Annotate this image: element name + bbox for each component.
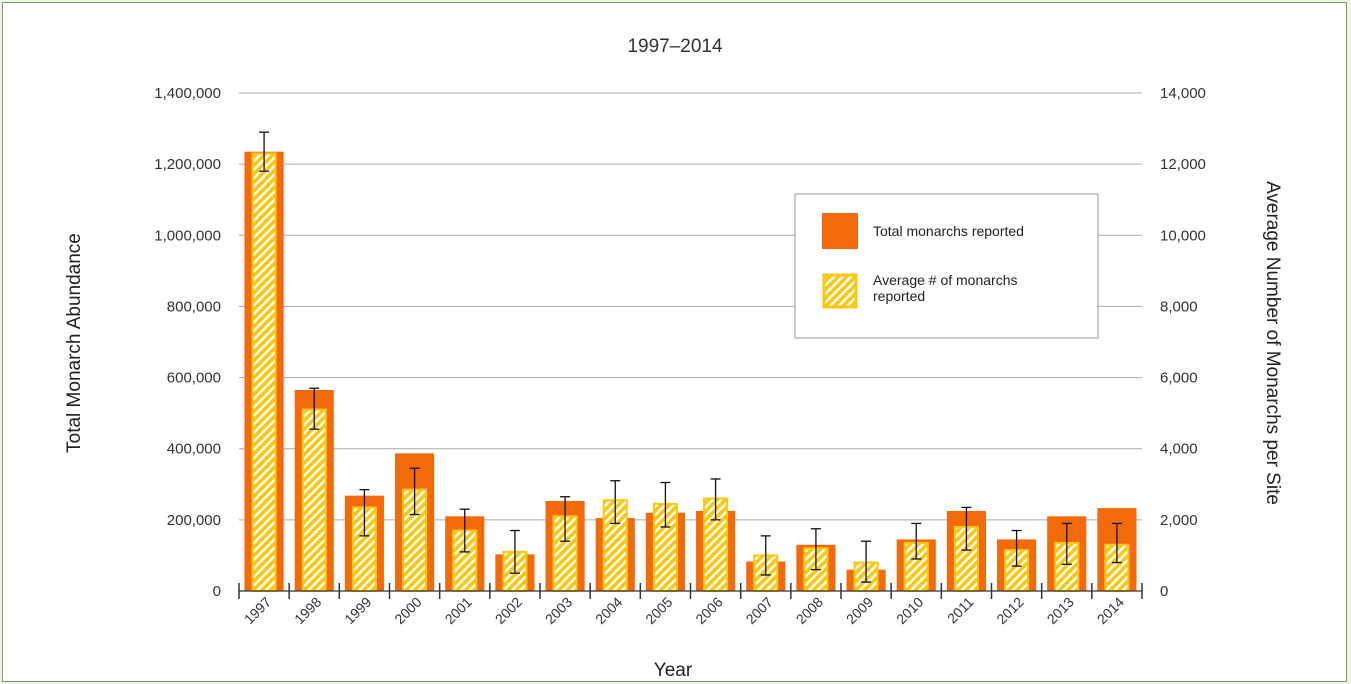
y-tick-label: 400,000 <box>167 441 221 458</box>
gridlines <box>239 92 1142 521</box>
y2-tick-label: 2,000 <box>1160 512 1198 529</box>
x-tick-label: 2009 <box>843 594 876 627</box>
legend-swatch-total <box>822 213 858 249</box>
y-tick-label: 200,000 <box>167 512 221 529</box>
y-tick-label: 1,000,000 <box>154 227 221 244</box>
y-axis-label: Total Monarch Abundance <box>64 233 85 453</box>
y2-tick-label: 14,000 <box>1160 85 1206 102</box>
y2-tick-label: 12,000 <box>1160 156 1206 173</box>
bar-average <box>251 152 277 592</box>
x-tick-label: 2000 <box>391 594 424 627</box>
chart-title: 1997–2014 <box>627 36 723 57</box>
legend-label-total: Total monarchs reported <box>873 223 1024 239</box>
x-tick-label: 2002 <box>492 594 525 627</box>
chart-svg: 1997–2014 0 200,000 400,000 600,000 800,000 1… <box>64 36 1283 681</box>
x-tick-label: 2006 <box>692 594 725 627</box>
bar-average <box>301 408 327 593</box>
x-tick-label: 2014 <box>1094 594 1127 627</box>
x-tick-label: 2003 <box>542 594 575 627</box>
y2-tick-label: 0 <box>1160 583 1168 600</box>
y-tick-label: 1,200,000 <box>154 156 221 173</box>
left-axis-ticks: 0 200,000 400,000 600,000 800,000 1,000,000 1,… <box>154 85 221 600</box>
x-tick-label: 2004 <box>592 594 625 627</box>
legend-label-average-line2: reported <box>873 288 925 304</box>
x-tick-label: 2005 <box>642 594 675 627</box>
x-tick-label: 1999 <box>341 594 374 627</box>
right-axis-ticks: 0 2,000 4,000 6,000 8,000 10,000 12,000 14,000 <box>1160 85 1206 600</box>
legend-swatch-average <box>822 273 858 309</box>
y-tick-label: 600,000 <box>167 370 221 387</box>
y-tick-label: 0 <box>213 583 221 600</box>
x-tick-label: 2013 <box>1044 594 1077 627</box>
legend-label-average: Average # of monarchs reported <box>873 272 1021 304</box>
x-axis-label: Year <box>654 660 693 681</box>
y2-tick-label: 10,000 <box>1160 227 1206 244</box>
x-tick-label: 2010 <box>893 594 926 627</box>
x-tick-label: 2001 <box>442 594 475 627</box>
x-tick-label: 2012 <box>993 594 1026 627</box>
x-tick-label: 2011 <box>944 594 977 627</box>
y2-tick-label: 6,000 <box>1160 370 1198 387</box>
bars <box>244 131 1137 593</box>
y2-tick-label: 8,000 <box>1160 298 1198 315</box>
y-tick-label: 1,400,000 <box>154 85 221 102</box>
legend-label-average-line1: Average # of monarchs <box>873 272 1018 288</box>
x-tick-label: 2007 <box>743 594 776 627</box>
x-tick-label: 1998 <box>291 594 324 627</box>
y2-axis-label: Average Number of Monarchs per Site <box>1262 181 1283 505</box>
legend: Total monarchs reported Average # of mon… <box>794 193 1099 339</box>
x-tick-label: 2008 <box>793 594 826 627</box>
y-tick-label: 800,000 <box>167 298 221 315</box>
y2-tick-label: 4,000 <box>1160 441 1198 458</box>
x-tick-label: 1997 <box>241 594 274 627</box>
